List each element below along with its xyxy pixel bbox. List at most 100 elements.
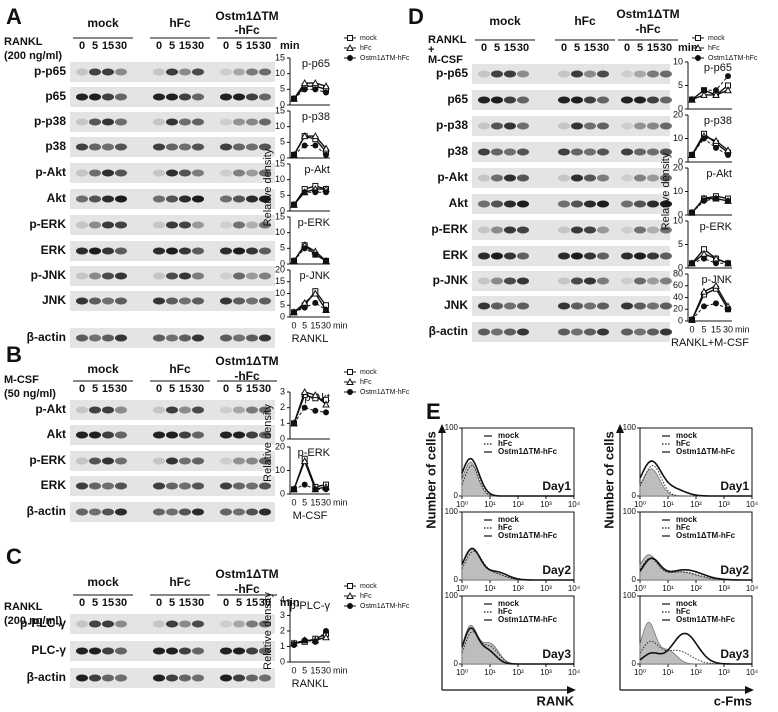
treatment-label: RANKL: [4, 601, 43, 613]
group-label: mock: [87, 362, 119, 376]
blot-band: [166, 221, 178, 229]
x-tick-label: 10⁰: [634, 500, 646, 509]
blot-band: [478, 70, 490, 78]
blot-band: [166, 457, 178, 465]
y-tick-label: 0: [454, 659, 459, 668]
blot-band: [647, 226, 659, 234]
x-tick-label: 10⁰: [634, 668, 646, 677]
blot-band: [660, 96, 672, 104]
legend-label: mock: [360, 35, 377, 42]
y-tick-label: 3: [280, 610, 285, 620]
blot-band: [89, 406, 101, 414]
data-point: [291, 486, 297, 493]
legend-label: hFc: [708, 45, 720, 52]
plot-title: p-Akt: [304, 164, 330, 176]
time-label: 5: [236, 40, 242, 52]
y-tick-label: 1: [280, 641, 285, 651]
blot-band: [647, 122, 659, 130]
data-point: [323, 189, 329, 196]
blot-band: [153, 118, 165, 126]
series-line: [293, 244, 327, 262]
y-tick-label: 80: [673, 268, 683, 278]
x-arrowhead: [745, 686, 754, 694]
blot-band: [597, 226, 609, 234]
blot-band: [558, 226, 570, 234]
series-line: [293, 247, 327, 262]
blot-label: p-Akt: [35, 402, 66, 416]
time-label: 15: [102, 597, 114, 609]
x-tick-label: 10⁴: [746, 584, 759, 593]
data-point: [713, 195, 719, 202]
blot-band: [76, 406, 88, 414]
legend-label: Ostm1ΔTM-hFc: [360, 603, 410, 610]
legend-label: hFc: [676, 607, 691, 616]
blot-band: [660, 200, 672, 208]
group-label: Ostm1ΔTM: [215, 9, 278, 23]
blot-band: [76, 195, 88, 203]
blot-band: [246, 647, 258, 655]
blot-band: [478, 252, 490, 260]
legend-marker: [694, 43, 702, 51]
x-tick-label: 5: [302, 665, 307, 675]
blot-band: [491, 328, 503, 336]
histogram-ostm: [461, 627, 574, 665]
histogram-ostm: [639, 557, 752, 581]
data-point: [291, 151, 297, 158]
blot-band: [504, 96, 516, 104]
blot-band: [192, 68, 204, 76]
blot-band: [76, 221, 88, 229]
legend-label: mock: [708, 35, 725, 42]
blot-band: [246, 620, 258, 628]
legend-label: mock: [498, 599, 519, 608]
data-point: [322, 633, 330, 641]
blot-band: [192, 118, 204, 126]
blot-band: [179, 674, 191, 682]
histogram-hfc: [639, 640, 752, 665]
blot-band: [634, 122, 646, 130]
data-point: [301, 245, 308, 252]
blot-band: [192, 674, 204, 682]
blot-label: Akt: [449, 196, 468, 210]
blot-band: [491, 277, 503, 285]
data-point: [701, 135, 707, 142]
x-axis-label: RANK: [536, 693, 574, 708]
data-point: [713, 87, 719, 94]
y-tick-label: 10: [275, 68, 285, 78]
histogram-ostm: [639, 460, 752, 497]
series-line: [293, 459, 327, 491]
y-tick-label: 0: [678, 209, 683, 219]
time-label: 15: [504, 42, 516, 54]
series-line: [293, 630, 327, 646]
x-tick-label: 10¹: [662, 668, 674, 677]
histogram-ostm: [461, 547, 574, 581]
blot-band: [478, 328, 490, 336]
blot-band: [166, 68, 178, 76]
blot-band: [584, 174, 596, 182]
x-tick-label: 10⁰: [634, 584, 646, 593]
x-arrowhead: [567, 686, 576, 694]
data-point: [291, 95, 297, 102]
legend-marker: [347, 35, 353, 41]
blot-band: [233, 647, 245, 655]
data-point: [689, 209, 695, 216]
data-point: [291, 420, 297, 427]
blot-band: [558, 70, 570, 78]
blot-band: [597, 70, 609, 78]
blot-band: [233, 93, 245, 101]
blot-band: [558, 96, 570, 104]
blot-band: [246, 143, 258, 151]
blot-label: p-p65: [34, 64, 66, 78]
blot-band: [76, 431, 88, 439]
blot-band: [76, 169, 88, 177]
blot-band: [634, 328, 646, 336]
blot-band: [192, 457, 204, 465]
y-arrowhead: [616, 424, 624, 433]
blot-band: [517, 302, 529, 310]
group-label: mock: [87, 16, 119, 30]
blot-band: [647, 328, 659, 336]
blot-band: [584, 96, 596, 104]
blot-band: [233, 143, 245, 151]
blot-band: [115, 297, 127, 305]
y-tick-label: 100: [623, 507, 637, 516]
legend-label: Ostm1ΔTM-hFc: [498, 447, 558, 456]
